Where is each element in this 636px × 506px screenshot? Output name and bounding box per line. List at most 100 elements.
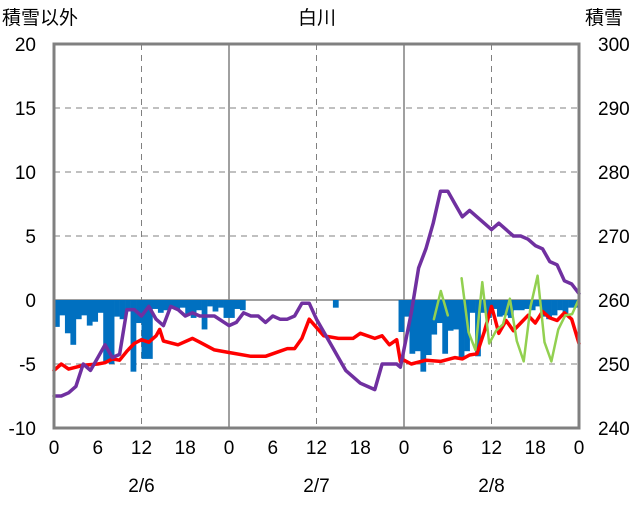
- bar: [179, 300, 186, 308]
- bar: [103, 300, 109, 362]
- bar: [196, 300, 202, 311]
- bar: [119, 300, 126, 320]
- chart-title: 白川: [298, 7, 336, 29]
- bar: [125, 300, 131, 312]
- bar: [562, 300, 569, 317]
- bar: [469, 300, 476, 313]
- x-tick-label: 6: [267, 438, 278, 459]
- line-layer: [52, 189, 581, 398]
- bar: [480, 300, 487, 313]
- bar: [59, 300, 66, 316]
- bar: [404, 300, 410, 317]
- bar: [502, 300, 509, 316]
- series-line: [52, 189, 581, 398]
- bar: [496, 300, 503, 317]
- right-tick-label: 280: [598, 163, 630, 184]
- series-line: [432, 274, 581, 363]
- x-tick-label: 18: [175, 438, 196, 459]
- series-line: [52, 304, 581, 373]
- bar: [551, 300, 558, 316]
- bar: [86, 300, 93, 326]
- bar: [557, 300, 563, 311]
- bar: [239, 300, 246, 311]
- bar: [223, 300, 230, 318]
- bar: [409, 300, 416, 354]
- bar: [141, 300, 148, 359]
- left-tick-label: 5: [25, 227, 36, 248]
- bar: [218, 300, 224, 308]
- bar: [163, 300, 170, 311]
- right-tick-label: 250: [598, 355, 630, 376]
- right-tick-label: 270: [598, 227, 630, 248]
- bar: [114, 300, 120, 317]
- tick-label-layer: 20 15 10 5 0 -5 -10 300 290 280 270 260 250 240 0 6 12 18…: [9, 35, 630, 497]
- bar: [442, 300, 449, 354]
- left-tick-label: -10: [9, 419, 36, 440]
- left-axis-label: 積雪以外: [2, 7, 78, 29]
- x-tick-label: 6: [92, 438, 103, 459]
- bar: [529, 300, 536, 311]
- bar: [81, 300, 88, 316]
- left-tick-label: 0: [25, 291, 36, 312]
- x-tick-label: 18: [525, 438, 546, 459]
- x-tick-label: 0: [574, 438, 585, 459]
- bar: [185, 300, 192, 316]
- bar: [447, 300, 454, 331]
- date-label: 2/6: [128, 476, 154, 497]
- bar: [535, 300, 542, 307]
- bar: [229, 300, 235, 318]
- bar: [486, 300, 492, 318]
- x-tick-label: 0: [399, 438, 410, 459]
- bar: [190, 300, 197, 318]
- right-tick-label: 290: [598, 99, 630, 120]
- bar: [332, 300, 339, 308]
- bar: [436, 300, 443, 324]
- date-label: 2/8: [478, 476, 504, 497]
- x-tick-label: 12: [306, 438, 327, 459]
- left-tick-label: 15: [15, 99, 36, 120]
- bar: [70, 300, 77, 345]
- bar: [212, 300, 219, 312]
- bar: [524, 300, 531, 309]
- bar: [453, 300, 459, 330]
- bar: [152, 300, 159, 309]
- bar: [491, 300, 498, 309]
- bar: [207, 300, 213, 307]
- x-tick-label: 18: [350, 438, 371, 459]
- right-tick-label: 300: [598, 35, 630, 56]
- left-tick-label: 10: [15, 163, 36, 184]
- left-tick-label: -5: [19, 355, 36, 376]
- left-tick-label: 20: [15, 35, 36, 56]
- bar: [234, 300, 241, 309]
- plot-frame: [52, 42, 581, 430]
- bar: [420, 300, 427, 372]
- x-tick-label: 6: [442, 438, 453, 459]
- right-tick-label: 240: [598, 419, 630, 440]
- bar: [546, 300, 552, 320]
- bar: [174, 300, 181, 309]
- bar: [64, 300, 71, 334]
- bar: [414, 300, 421, 352]
- x-tick-label: 0: [49, 438, 60, 459]
- bar: [108, 300, 115, 364]
- bar: [168, 300, 175, 308]
- bar: [146, 300, 153, 359]
- bar: [513, 300, 520, 311]
- date-label: 2/7: [303, 476, 329, 497]
- right-tick-label: 260: [598, 291, 630, 312]
- bar: [398, 300, 405, 332]
- x-tick-label: 12: [481, 438, 502, 459]
- bar: [157, 300, 164, 313]
- bar: [130, 300, 137, 372]
- bar: [518, 300, 525, 311]
- bar: [540, 300, 547, 317]
- bar: [425, 300, 432, 356]
- right-axis-label: 積雪: [585, 7, 623, 29]
- bar: [54, 300, 60, 327]
- x-tick-label: 12: [131, 438, 152, 459]
- bar: [75, 300, 82, 320]
- bar: [458, 300, 465, 359]
- x-tick-label: 0: [224, 438, 235, 459]
